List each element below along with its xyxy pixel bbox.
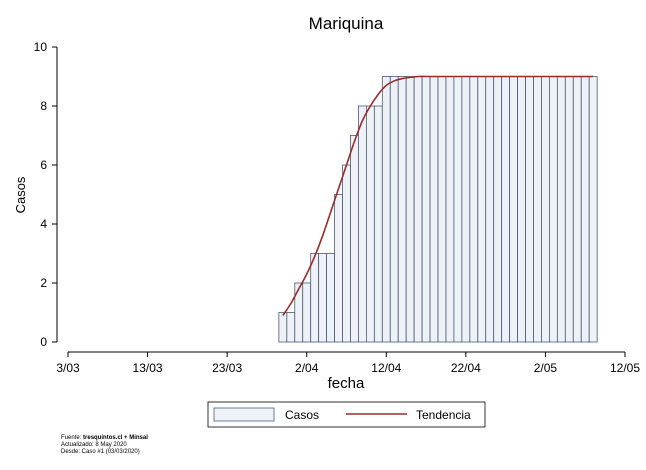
bar: [493, 76, 503, 343]
bar: [350, 135, 359, 343]
bar: [445, 76, 455, 343]
bar: [421, 76, 431, 343]
trend-line-tendencia: [282, 75, 594, 316]
bar: [373, 105, 383, 343]
y-tick-label: 4: [40, 217, 47, 231]
x-tick-label: 23/03: [212, 361, 242, 375]
y-tick-label: 0: [40, 335, 47, 349]
bar: [572, 76, 582, 343]
source-name: tresquintos.cl + Minsal: [83, 435, 148, 441]
bar: [405, 76, 415, 343]
x-tick-label: 3/03: [56, 361, 80, 375]
bar: [477, 76, 487, 343]
chart-title: Mariquina: [309, 14, 384, 33]
legend: Casos Tendencia: [207, 401, 486, 428]
source-prefix: Fuente:: [61, 435, 82, 441]
bar: [334, 194, 343, 343]
bar: [310, 253, 320, 343]
x-tick-label: 2/05: [534, 361, 558, 375]
x-tick-label: 12/04: [371, 361, 401, 375]
bar: [564, 76, 574, 343]
bar: [485, 76, 495, 343]
x-tick-label: 22/04: [451, 361, 481, 375]
bar: [389, 76, 399, 343]
bar: [541, 76, 550, 343]
bar: [342, 164, 351, 343]
bar: [413, 76, 423, 343]
y-ticks: 0 2 4 6 8 10: [34, 40, 57, 349]
bar: [437, 76, 447, 343]
x-tick-label: 2/04: [295, 361, 319, 375]
bar: [533, 76, 542, 343]
bar: [501, 76, 511, 343]
x-tick-label: 13/03: [133, 361, 163, 375]
bar: [286, 312, 296, 343]
bar: [461, 76, 471, 343]
bar: [302, 282, 312, 343]
bar: [358, 105, 367, 343]
y-tick-label: 6: [40, 158, 47, 172]
bar: [397, 76, 407, 343]
bar: [453, 76, 463, 343]
bar: [294, 282, 304, 343]
bar: [469, 76, 479, 343]
bar: [517, 76, 526, 343]
x-axis-label: fecha: [328, 375, 365, 392]
y-tick-label: 2: [40, 276, 47, 290]
bar: [381, 76, 391, 343]
since-line: Desde: Caso #1 (03/03/2020): [61, 449, 140, 455]
bar: [429, 76, 439, 343]
bar: [525, 76, 534, 343]
bar: [326, 253, 335, 343]
y-axis-label: Casos: [13, 176, 28, 213]
source-note: Fuente: tresquintos.cl + Minsal Actualiz…: [61, 435, 148, 456]
bar: [580, 76, 590, 343]
bar: [365, 105, 375, 343]
y-tick-label: 10: [34, 40, 48, 54]
bar-series-casos: [278, 76, 598, 343]
bar: [509, 76, 518, 343]
bar: [588, 76, 598, 343]
source-line: Fuente: tresquintos.cl + Minsal: [61, 435, 148, 442]
bar: [318, 253, 328, 343]
legend-label-tendencia: Tendencia: [416, 408, 471, 422]
x-tick-label: 12/05: [610, 361, 640, 375]
legend-label-casos: Casos: [285, 408, 319, 422]
legend-swatch-casos: [213, 407, 275, 422]
bar: [556, 76, 566, 343]
x-ticks: 3/03 13/03 23/03 2/04 12/04 22/04 2/05 12/05: [56, 352, 640, 375]
updated-line: Actualizado: 8 May 2020: [61, 442, 127, 448]
bar: [549, 76, 558, 343]
y-tick-label: 8: [40, 99, 47, 113]
bar: [278, 312, 288, 343]
